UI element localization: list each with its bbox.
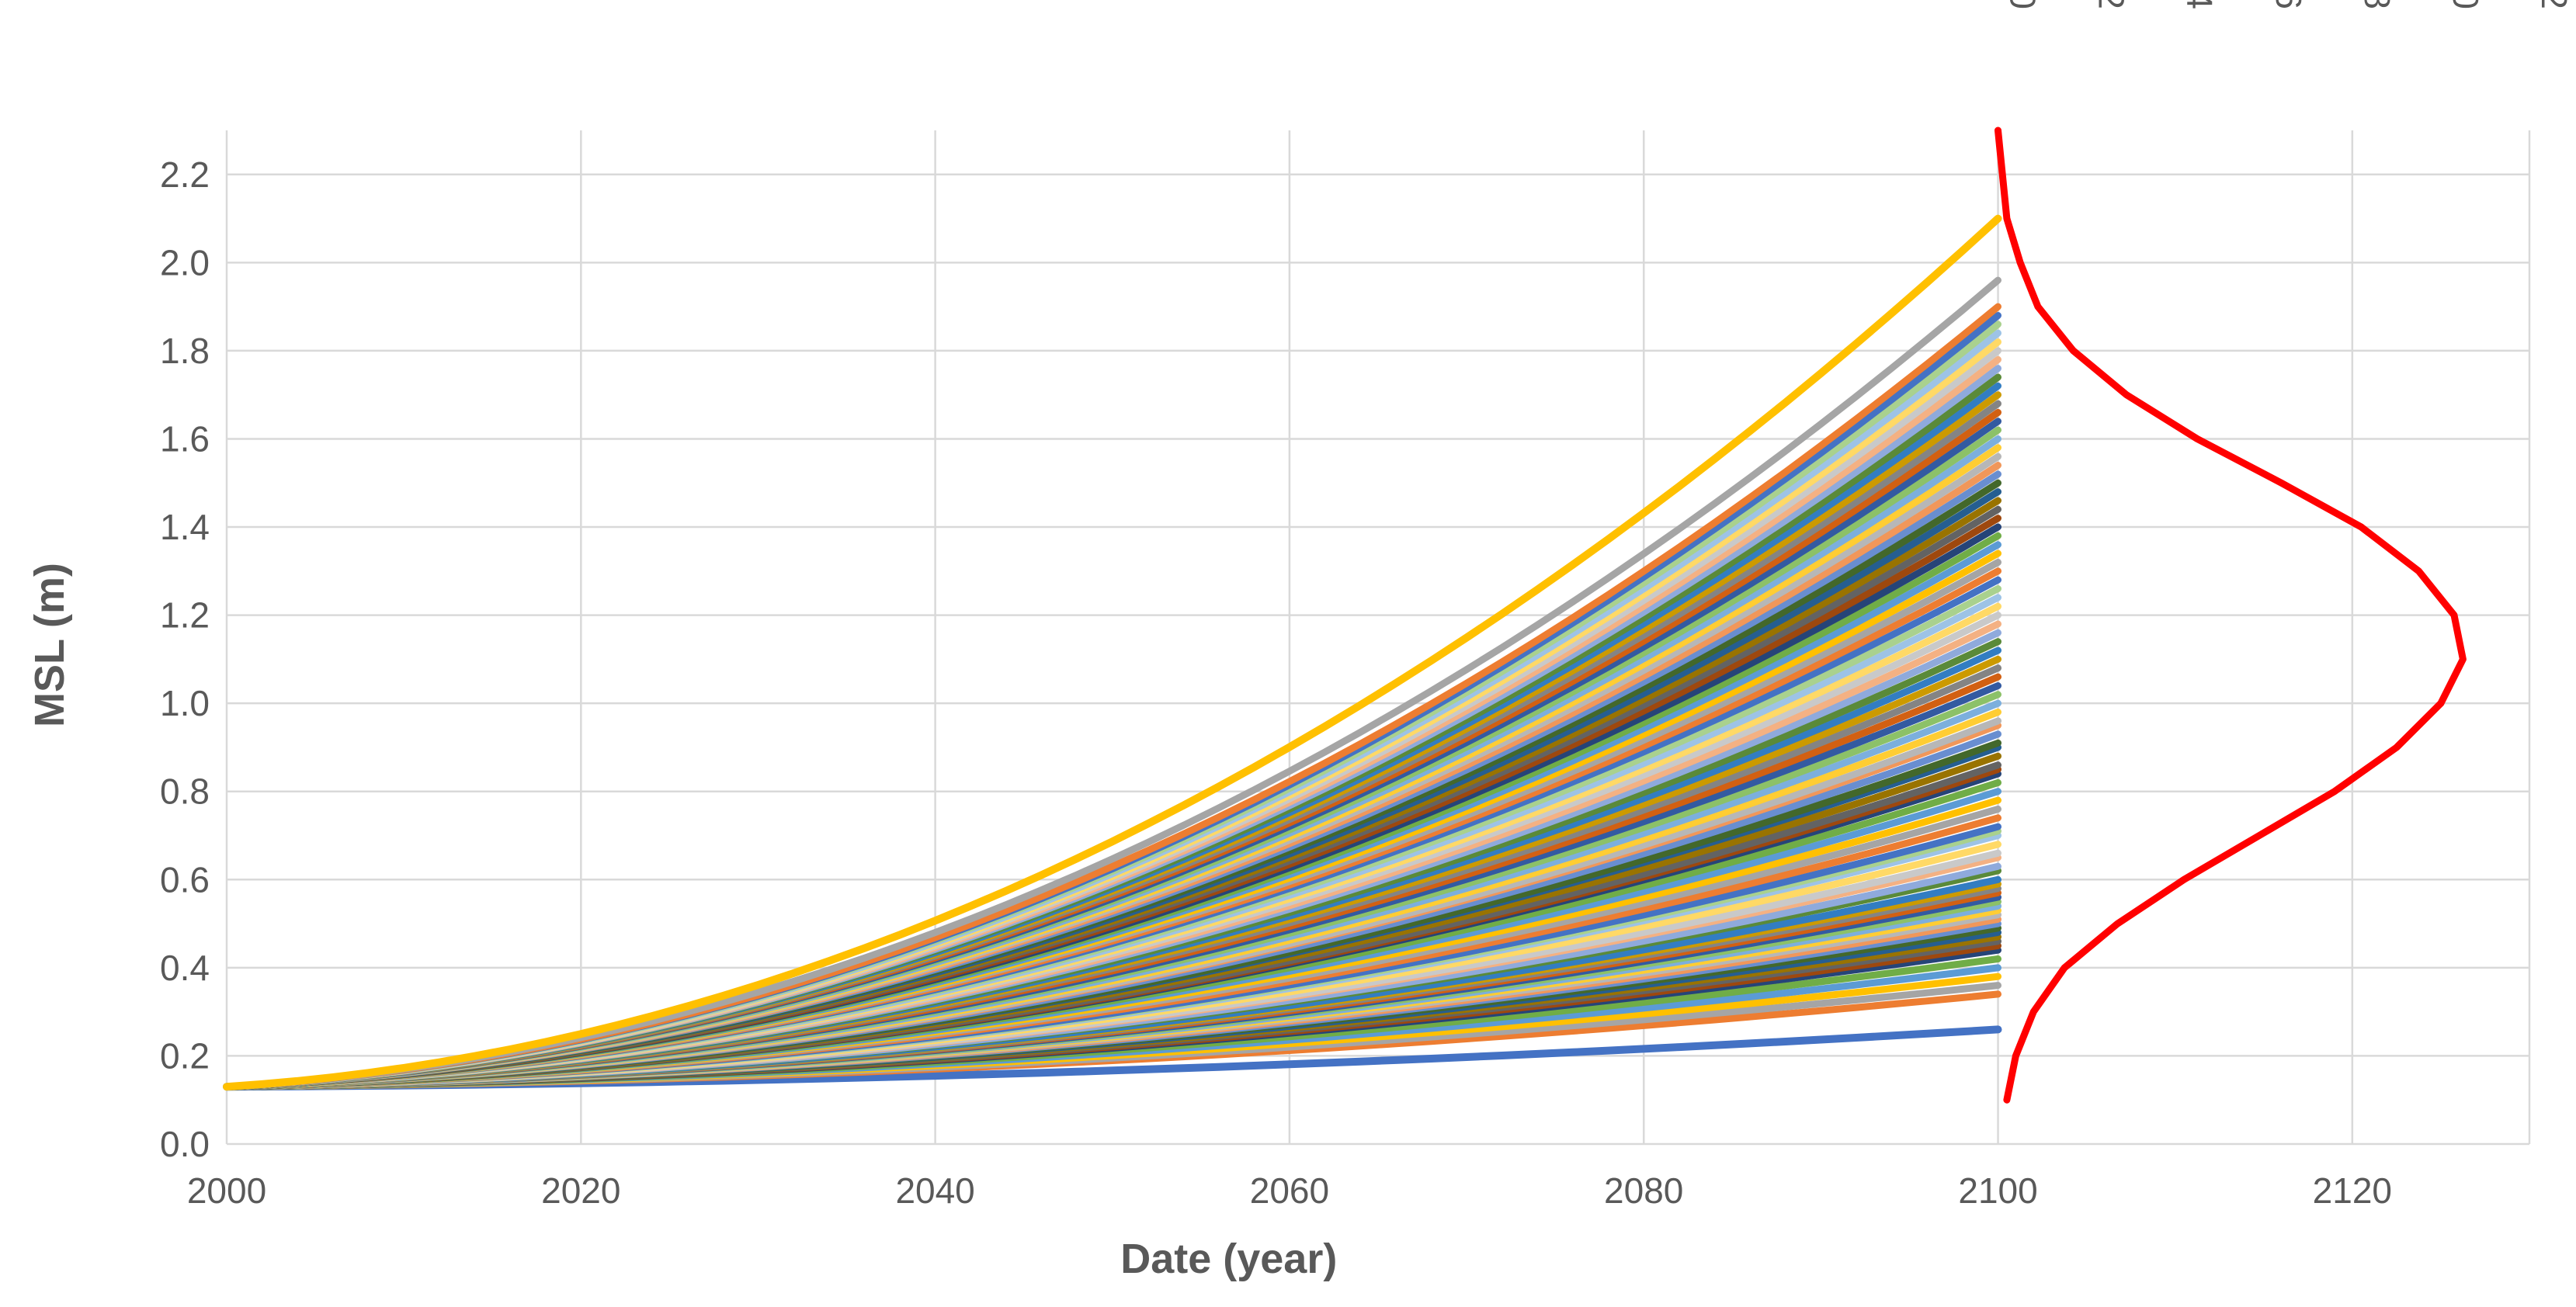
y-tick-label: 0.0 <box>160 1124 210 1164</box>
x-tick-label: 2060 <box>1250 1170 1329 1211</box>
x-tick-label: 2020 <box>541 1170 620 1211</box>
y-tick-label: 1.2 <box>160 595 210 636</box>
y-tick-label: 1.8 <box>160 331 210 371</box>
density-axis-tick-label: 0.2 <box>2092 0 2132 9</box>
density-axis-tick-label: 0.8 <box>2357 0 2397 9</box>
y-axis-title: MSL (m) <box>26 563 73 727</box>
projection-series <box>223 214 2002 1091</box>
density-curve-layer <box>1994 127 2467 1104</box>
density-axis-tick-label: 1.2 <box>2534 0 2574 9</box>
x-tick-label: 2120 <box>2313 1170 2392 1211</box>
y-tick-label: 0.6 <box>160 859 210 900</box>
x-tick-label: 2040 <box>895 1170 974 1211</box>
y-tick-label: 1.6 <box>160 418 210 459</box>
axes: 0.0 0.2 0.4 0.6 0.8 1.0 1.2 1.4 1.6 1.8 2.0 2.2 2000… <box>160 0 2574 1211</box>
y-tick-label: 1.0 <box>160 683 210 723</box>
x-tick-label: 2100 <box>1958 1170 2037 1211</box>
density-axis-tick-label: 0.4 <box>2180 0 2220 9</box>
projection-line <box>223 214 2002 1091</box>
x-tick-label: 2080 <box>1604 1170 1683 1211</box>
x-axis-title: Date (year) <box>1120 1236 1337 1282</box>
y-tick-label: 2.2 <box>160 154 210 195</box>
x-tick-label: 2000 <box>187 1170 266 1211</box>
y-tick-label: 2.0 <box>160 242 210 283</box>
density-axis-tick-label: 0.6 <box>2269 0 2309 9</box>
y-tick-label: 0.8 <box>160 771 210 812</box>
y-tick-label: 0.2 <box>160 1035 210 1076</box>
y-tick-label: 1.4 <box>160 507 210 547</box>
density-axis-tick-label: 0.0 <box>2003 0 2043 9</box>
y-tick-label: 0.4 <box>160 948 210 988</box>
density-axis-tick-label: 1.0 <box>2446 0 2486 9</box>
density-curve <box>1994 127 2467 1104</box>
